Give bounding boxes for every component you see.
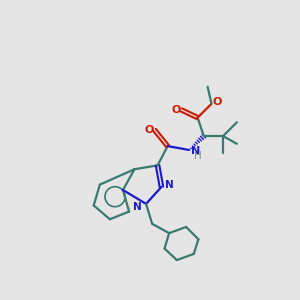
Text: N: N <box>165 180 174 190</box>
Text: H: H <box>194 151 202 161</box>
Text: O: O <box>171 105 181 115</box>
Text: N: N <box>191 146 200 156</box>
Text: O: O <box>212 97 222 107</box>
Text: O: O <box>144 125 154 135</box>
Text: N: N <box>134 202 142 212</box>
